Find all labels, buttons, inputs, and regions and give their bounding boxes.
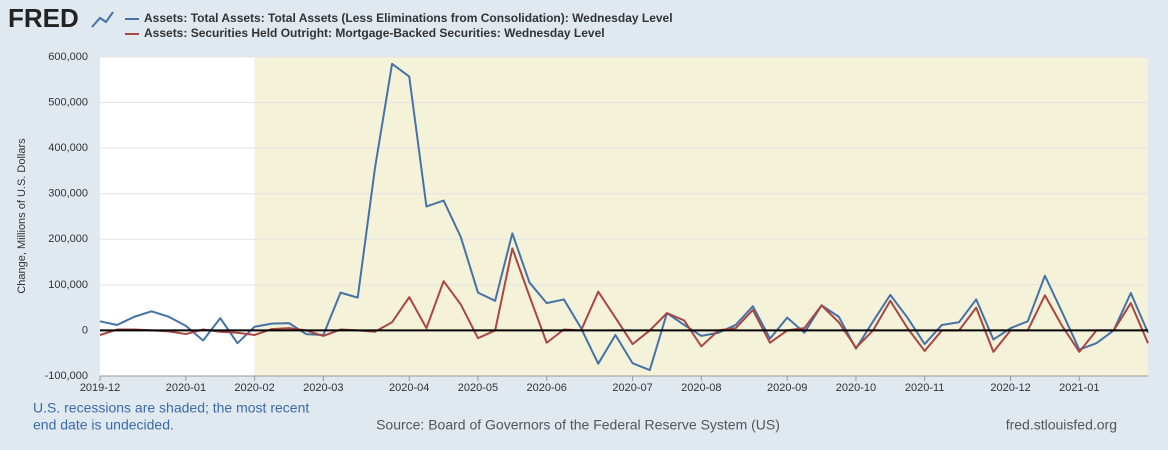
y-tick-label: 100,000 bbox=[48, 279, 88, 291]
url: fred.stlouisfed.org bbox=[1006, 417, 1117, 433]
x-tick-label: 2020-05 bbox=[458, 382, 498, 394]
source: Source: Board of Governors of the Federa… bbox=[376, 417, 780, 433]
y-tick-label: 500,000 bbox=[48, 96, 88, 108]
y-tick-label: 0 bbox=[82, 324, 88, 336]
x-tick-label: 2020-01 bbox=[166, 382, 206, 394]
y-tick-label: -100,000 bbox=[45, 370, 88, 382]
logo: FRED bbox=[8, 3, 79, 33]
x-tick-label: 2020-12 bbox=[990, 382, 1030, 394]
note: U.S. recessions are shaded; the most rec… bbox=[33, 400, 309, 416]
y-tick-label: 300,000 bbox=[48, 188, 88, 200]
y-axis-label: Change, Millions of U.S. Dollars bbox=[16, 138, 28, 294]
note: end date is undecided. bbox=[33, 417, 174, 433]
x-tick-label: 2020-07 bbox=[612, 382, 652, 394]
x-tick-label: 2020-10 bbox=[836, 382, 876, 394]
recession-shade bbox=[254, 57, 1149, 376]
series-line bbox=[99, 62, 1149, 372]
x-tick-label: 2020-06 bbox=[527, 382, 567, 394]
logo-icon bbox=[91, 11, 114, 28]
x-tick-label: 2021-01 bbox=[1059, 382, 1099, 394]
x-tick-label: 2020-08 bbox=[681, 382, 721, 394]
x-tick-label: 2020-04 bbox=[389, 382, 429, 394]
y-tick-label: 600,000 bbox=[48, 51, 88, 63]
x-tick-label: 2020-02 bbox=[234, 382, 274, 394]
x-tick-label: 2020-09 bbox=[767, 382, 807, 394]
x-tick-label: 2020-11 bbox=[905, 382, 945, 394]
y-tick-label: 200,000 bbox=[48, 233, 88, 245]
x-tick-label: 2020-03 bbox=[303, 382, 343, 394]
y-tick-label: 400,000 bbox=[48, 142, 88, 154]
legend-label: Assets: Total Assets: Total Assets (Less… bbox=[144, 11, 673, 25]
x-tick-label: 2019-12 bbox=[80, 382, 120, 394]
legend-label: Assets: Securities Held Outright: Mortga… bbox=[144, 26, 605, 40]
